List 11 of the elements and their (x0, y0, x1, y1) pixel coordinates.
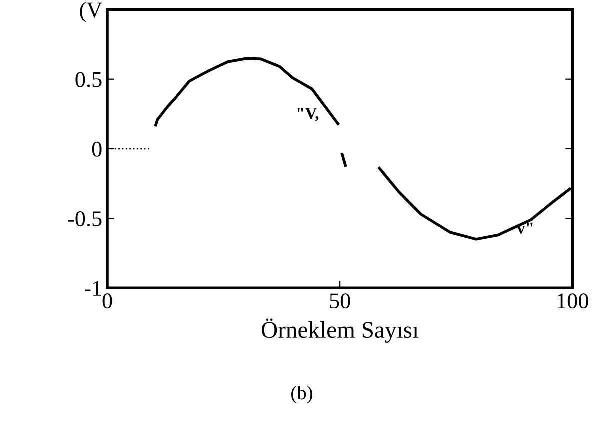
y-tick-label: -1 (84, 281, 102, 296)
y-tick-label: 0 (92, 142, 102, 157)
y-tick-label: -0.5 (68, 211, 102, 227)
x-tick-label: 100 (558, 294, 588, 309)
x-tick-label: 0 (102, 294, 112, 309)
annotation: "V, (298, 108, 319, 122)
x-axis-title: Örneklem Sayısı (262, 318, 419, 343)
y-tick-label: (V (80, 2, 102, 22)
y-tick-label: 0.5 (76, 72, 102, 88)
text: (b) (292, 386, 312, 404)
x-tick-label: 50 (330, 294, 350, 309)
